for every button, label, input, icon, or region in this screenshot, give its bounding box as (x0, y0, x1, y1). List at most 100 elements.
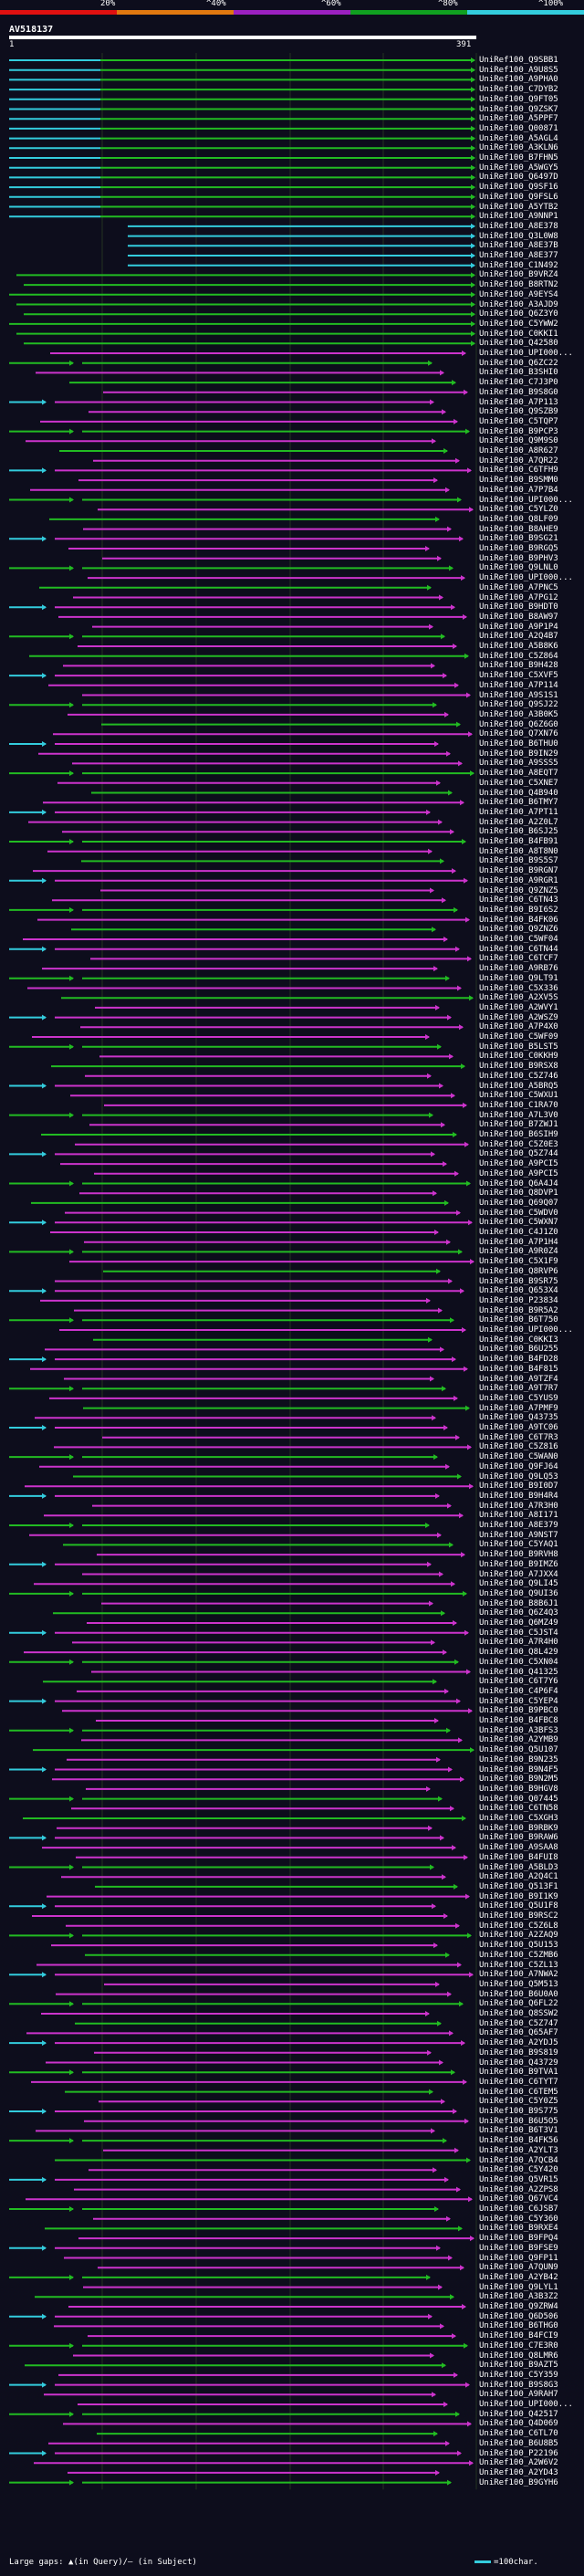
hit-label[interactable]: UniRef100_Q42580 (479, 339, 558, 349)
hit-label[interactable]: UniRef100_B3SHI0 (479, 368, 558, 378)
hit-label[interactable]: UniRef100_Q5M513 (479, 1979, 558, 1989)
hit-label[interactable]: UniRef100_A2YD43 (479, 2467, 558, 2477)
hit-label[interactable]: UniRef100_A7PT11 (479, 807, 558, 817)
hit-label[interactable]: UniRef100_A2Z0L7 (479, 817, 558, 827)
hit-label[interactable]: UniRef100_A9PCI5 (479, 1159, 558, 1169)
hit-label[interactable]: UniRef100_UPI000... (479, 573, 573, 583)
hit-label[interactable]: UniRef100_UPI000... (479, 349, 573, 358)
hit-label[interactable]: UniRef100_Q9SF16 (479, 183, 558, 193)
hit-label[interactable]: UniRef100_C1RA70 (479, 1100, 558, 1110)
hit-label[interactable]: UniRef100_A7P7B4 (479, 485, 558, 495)
hit-label[interactable]: UniRef100_A9TC06 (479, 1423, 558, 1432)
hit-label[interactable]: UniRef100_A7PNC5 (479, 582, 558, 592)
hit-label[interactable]: UniRef100_B9R5A2 (479, 1305, 558, 1315)
hit-label[interactable]: UniRef100_B9S819 (479, 2047, 558, 2058)
hit-label[interactable]: UniRef100_Q3L0W8 (479, 231, 558, 241)
hit-label[interactable]: UniRef100_Q9FJ64 (479, 1461, 558, 1471)
hit-label[interactable]: UniRef100_A7R4H0 (479, 1638, 558, 1648)
hit-label[interactable]: UniRef100_B6T3V1 (479, 2126, 558, 2136)
hit-label[interactable]: UniRef100_B4FD28 (479, 1355, 558, 1365)
hit-label[interactable]: UniRef100_B9SR75 (479, 1276, 558, 1286)
hit-label[interactable]: UniRef100_A8E37B (479, 241, 558, 251)
hit-label[interactable]: UniRef100_B9RXE4 (479, 2224, 558, 2234)
hit-label[interactable]: UniRef100_B9PCP3 (479, 426, 558, 436)
hit-label[interactable]: UniRef100_C5XNE7 (479, 778, 558, 788)
hit-label[interactable]: UniRef100_B8AHE9 (479, 524, 558, 534)
hit-label[interactable]: UniRef100_Q5U153 (479, 1941, 558, 1951)
hit-label[interactable]: UniRef100_Q5U107 (479, 1745, 558, 1755)
hit-label[interactable]: UniRef100_B9I6S2 (479, 905, 558, 915)
hit-label[interactable]: UniRef100_C5YAQ1 (479, 1540, 558, 1550)
hit-label[interactable]: UniRef100_Q9LQ53 (479, 1471, 558, 1482)
hit-label[interactable]: UniRef100_B6T750 (479, 1315, 558, 1325)
hit-label[interactable]: UniRef100_B9H428 (479, 661, 558, 671)
hit-label[interactable]: UniRef100_B9SG21 (479, 534, 558, 544)
hit-label[interactable]: UniRef100_C5WF04 (479, 935, 558, 944)
hit-label[interactable]: UniRef100_B5LST5 (479, 1042, 558, 1052)
hit-label[interactable]: UniRef100_A2Q4C1 (479, 1872, 558, 1882)
hit-label[interactable]: UniRef100_B9TVA1 (479, 2068, 558, 2078)
hit-label[interactable]: UniRef100_B7ZWJ1 (479, 1120, 558, 1130)
hit-label[interactable]: UniRef100_C5Y0Z5 (479, 2097, 558, 2107)
hit-label[interactable]: UniRef100_Q9SJ22 (479, 700, 558, 710)
hit-label[interactable]: UniRef100_C4J1Z0 (479, 1228, 558, 1237)
hit-label[interactable]: UniRef100_C5XGH3 (479, 1814, 558, 1823)
hit-label[interactable]: UniRef100_Q42517 (479, 2409, 558, 2419)
hit-label[interactable]: UniRef100_B9PBC0 (479, 1706, 558, 1716)
hit-label[interactable]: UniRef100_A9U8S5 (479, 65, 558, 75)
hit-label[interactable]: UniRef100_A8T8N0 (479, 846, 558, 856)
hit-label[interactable]: UniRef100_A2WVY1 (479, 1002, 558, 1012)
hit-label[interactable]: UniRef100_Q5VR15 (479, 2174, 558, 2184)
hit-label[interactable]: UniRef100_Q6MZ49 (479, 1618, 558, 1628)
hit-label[interactable]: UniRef100_UPI000... (479, 495, 573, 505)
hit-label[interactable]: UniRef100_Q4B940 (479, 788, 558, 798)
hit-label[interactable]: UniRef100_B6THU0 (479, 739, 558, 749)
hit-label[interactable]: UniRef100_C5Z6L8 (479, 1921, 558, 1931)
hit-label[interactable]: UniRef100_A5B8K6 (479, 642, 558, 651)
hit-label[interactable]: UniRef100_C0KKI3 (479, 1335, 558, 1345)
hit-label[interactable]: UniRef100_Q6ZC22 (479, 358, 558, 368)
hit-label[interactable]: UniRef100_B9S775 (479, 2107, 558, 2116)
hit-label[interactable]: UniRef100_B6SIH9 (479, 1130, 558, 1139)
hit-label[interactable]: UniRef100_P22196 (479, 2448, 558, 2458)
hit-label[interactable]: UniRef100_A7PMF9 (479, 1403, 558, 1413)
hit-label[interactable]: UniRef100_C5ZL13 (479, 1960, 558, 1970)
hit-label[interactable]: UniRef100_C1N492 (479, 260, 558, 270)
hit-label[interactable]: UniRef100_A7P113 (479, 397, 558, 407)
hit-label[interactable]: UniRef100_A5YTB2 (479, 202, 558, 212)
hit-label[interactable]: UniRef100_Q8L429 (479, 1648, 558, 1658)
hit-label[interactable]: UniRef100_B6U5O5 (479, 2116, 558, 2126)
hit-label[interactable]: UniRef100_C5WDV0 (479, 1208, 558, 1218)
hit-label[interactable]: UniRef100_A3KLN6 (479, 143, 558, 153)
hit-label[interactable]: UniRef100_C7J3P0 (479, 378, 558, 388)
hit-label[interactable]: UniRef100_B4FCI9 (479, 2331, 558, 2341)
hit-label[interactable]: UniRef100_A2ZPS8 (479, 2184, 558, 2194)
hit-label[interactable]: UniRef100_C6T7Y6 (479, 1677, 558, 1687)
hit-label[interactable]: UniRef100_A9R0Z4 (479, 1247, 558, 1257)
hit-label[interactable]: UniRef100_Q8LF09 (479, 514, 558, 524)
hit-label[interactable]: UniRef100_A2Q4B7 (479, 632, 558, 642)
hit-label[interactable]: UniRef100_B9H4R4 (479, 1491, 558, 1501)
hit-label[interactable]: UniRef100_Q9UI36 (479, 1588, 558, 1598)
hit-label[interactable]: UniRef100_Q9SZB9 (479, 407, 558, 417)
hit-label[interactable]: UniRef100_C5Z816 (479, 1442, 558, 1452)
hit-label[interactable]: UniRef100_C5YLZ0 (479, 505, 558, 515)
hit-label[interactable]: UniRef100_B4FUI8 (479, 1852, 558, 1862)
hit-label[interactable]: UniRef100_B9AZT5 (479, 2361, 558, 2371)
hit-label[interactable]: UniRef100_B6U8B5 (479, 2438, 558, 2448)
hit-label[interactable]: UniRef100_Q9LT91 (479, 973, 558, 983)
hit-label[interactable]: UniRef100_B9RSC2 (479, 1911, 558, 1921)
hit-label[interactable]: UniRef100_B9S8G3 (479, 2380, 558, 2390)
hit-label[interactable]: UniRef100_Q67VC4 (479, 2194, 558, 2204)
hit-label[interactable]: UniRef100_A9TZF4 (479, 1374, 558, 1384)
hit-label[interactable]: UniRef100_C6TEM5 (479, 2087, 558, 2097)
hit-label[interactable]: UniRef100_Q41325 (479, 1667, 558, 1677)
hit-label[interactable]: UniRef100_B6THG0 (479, 2321, 558, 2331)
hit-label[interactable]: UniRef100_A8I171 (479, 1511, 558, 1521)
hit-label[interactable]: UniRef100_A9S1S1 (479, 690, 558, 700)
hit-label[interactable]: UniRef100_A9P1P4 (479, 622, 558, 632)
hit-label[interactable]: UniRef100_C5YWW2 (479, 319, 558, 329)
hit-label[interactable]: UniRef100_B9HDT0 (479, 602, 558, 613)
hit-label[interactable]: UniRef100_C5Z0E3 (479, 1139, 558, 1149)
hit-label[interactable]: UniRef100_A5AGL4 (479, 133, 558, 143)
